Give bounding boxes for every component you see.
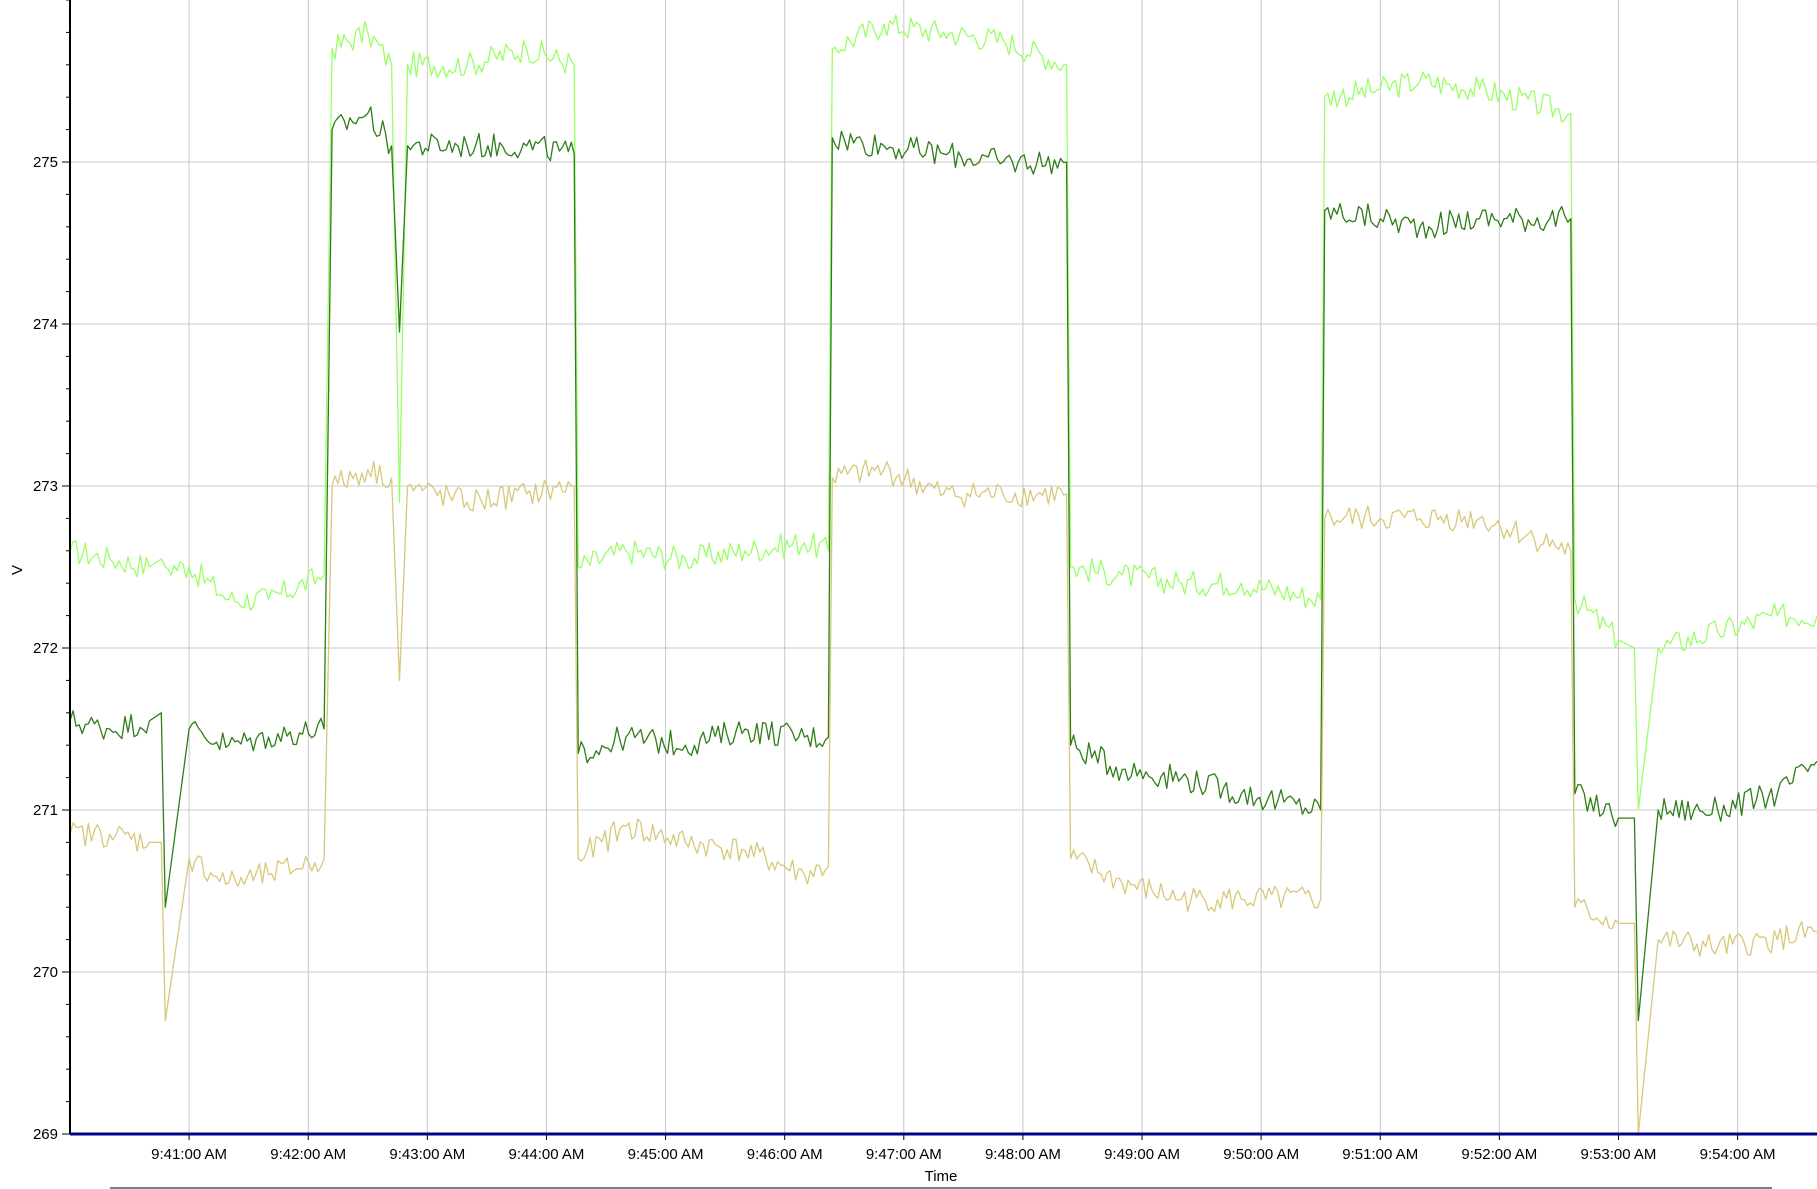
x-tick-label: 9:42:00 AM bbox=[270, 1146, 346, 1163]
y-tick-label: 269 bbox=[33, 1126, 58, 1143]
y-tick-label: 274 bbox=[33, 316, 58, 333]
x-tick-label: 9:54:00 AM bbox=[1700, 1146, 1776, 1163]
x-tick-label: 9:45:00 AM bbox=[628, 1146, 704, 1163]
x-tick-label: 9:46:00 AM bbox=[747, 1146, 823, 1163]
series-line-3 bbox=[69, 459, 1817, 1135]
x-axis-title: Time bbox=[925, 1168, 958, 1185]
y-axis-ticks: 269 270 271 272 273 274 275 bbox=[33, 0, 70, 1143]
y-tick-label: 273 bbox=[33, 478, 58, 495]
y-tick-label: 271 bbox=[33, 802, 58, 819]
x-tick-label: 9:50:00 AM bbox=[1223, 1146, 1299, 1163]
x-axis-ticks: 9:41:00 AM 9:42:00 AM 9:43:00 AM 9:44:00 AM… bbox=[151, 1134, 1776, 1163]
y-axis-title: V bbox=[9, 565, 26, 575]
x-tick-label: 9:53:00 AM bbox=[1581, 1146, 1657, 1163]
y-tick-label: 275 bbox=[33, 154, 58, 171]
series-group bbox=[69, 14, 1817, 1135]
x-tick-label: 9:52:00 AM bbox=[1461, 1146, 1537, 1163]
x-tick-label: 9:51:00 AM bbox=[1342, 1146, 1418, 1163]
x-tick-label: 9:47:00 AM bbox=[866, 1146, 942, 1163]
y-tick-label: 270 bbox=[33, 964, 58, 981]
x-tick-label: 9:44:00 AM bbox=[509, 1146, 585, 1163]
series-line-1 bbox=[69, 14, 1817, 811]
y-tick-label: 272 bbox=[33, 640, 58, 657]
x-tick-label: 9:48:00 AM bbox=[985, 1146, 1061, 1163]
series-line-2 bbox=[69, 106, 1817, 1022]
grid bbox=[70, 0, 1817, 1135]
x-tick-label: 9:49:00 AM bbox=[1104, 1146, 1180, 1163]
x-tick-label: 9:41:00 AM bbox=[151, 1146, 227, 1163]
x-tick-label: 9:43:00 AM bbox=[389, 1146, 465, 1163]
plot-area bbox=[70, 0, 1817, 1133]
